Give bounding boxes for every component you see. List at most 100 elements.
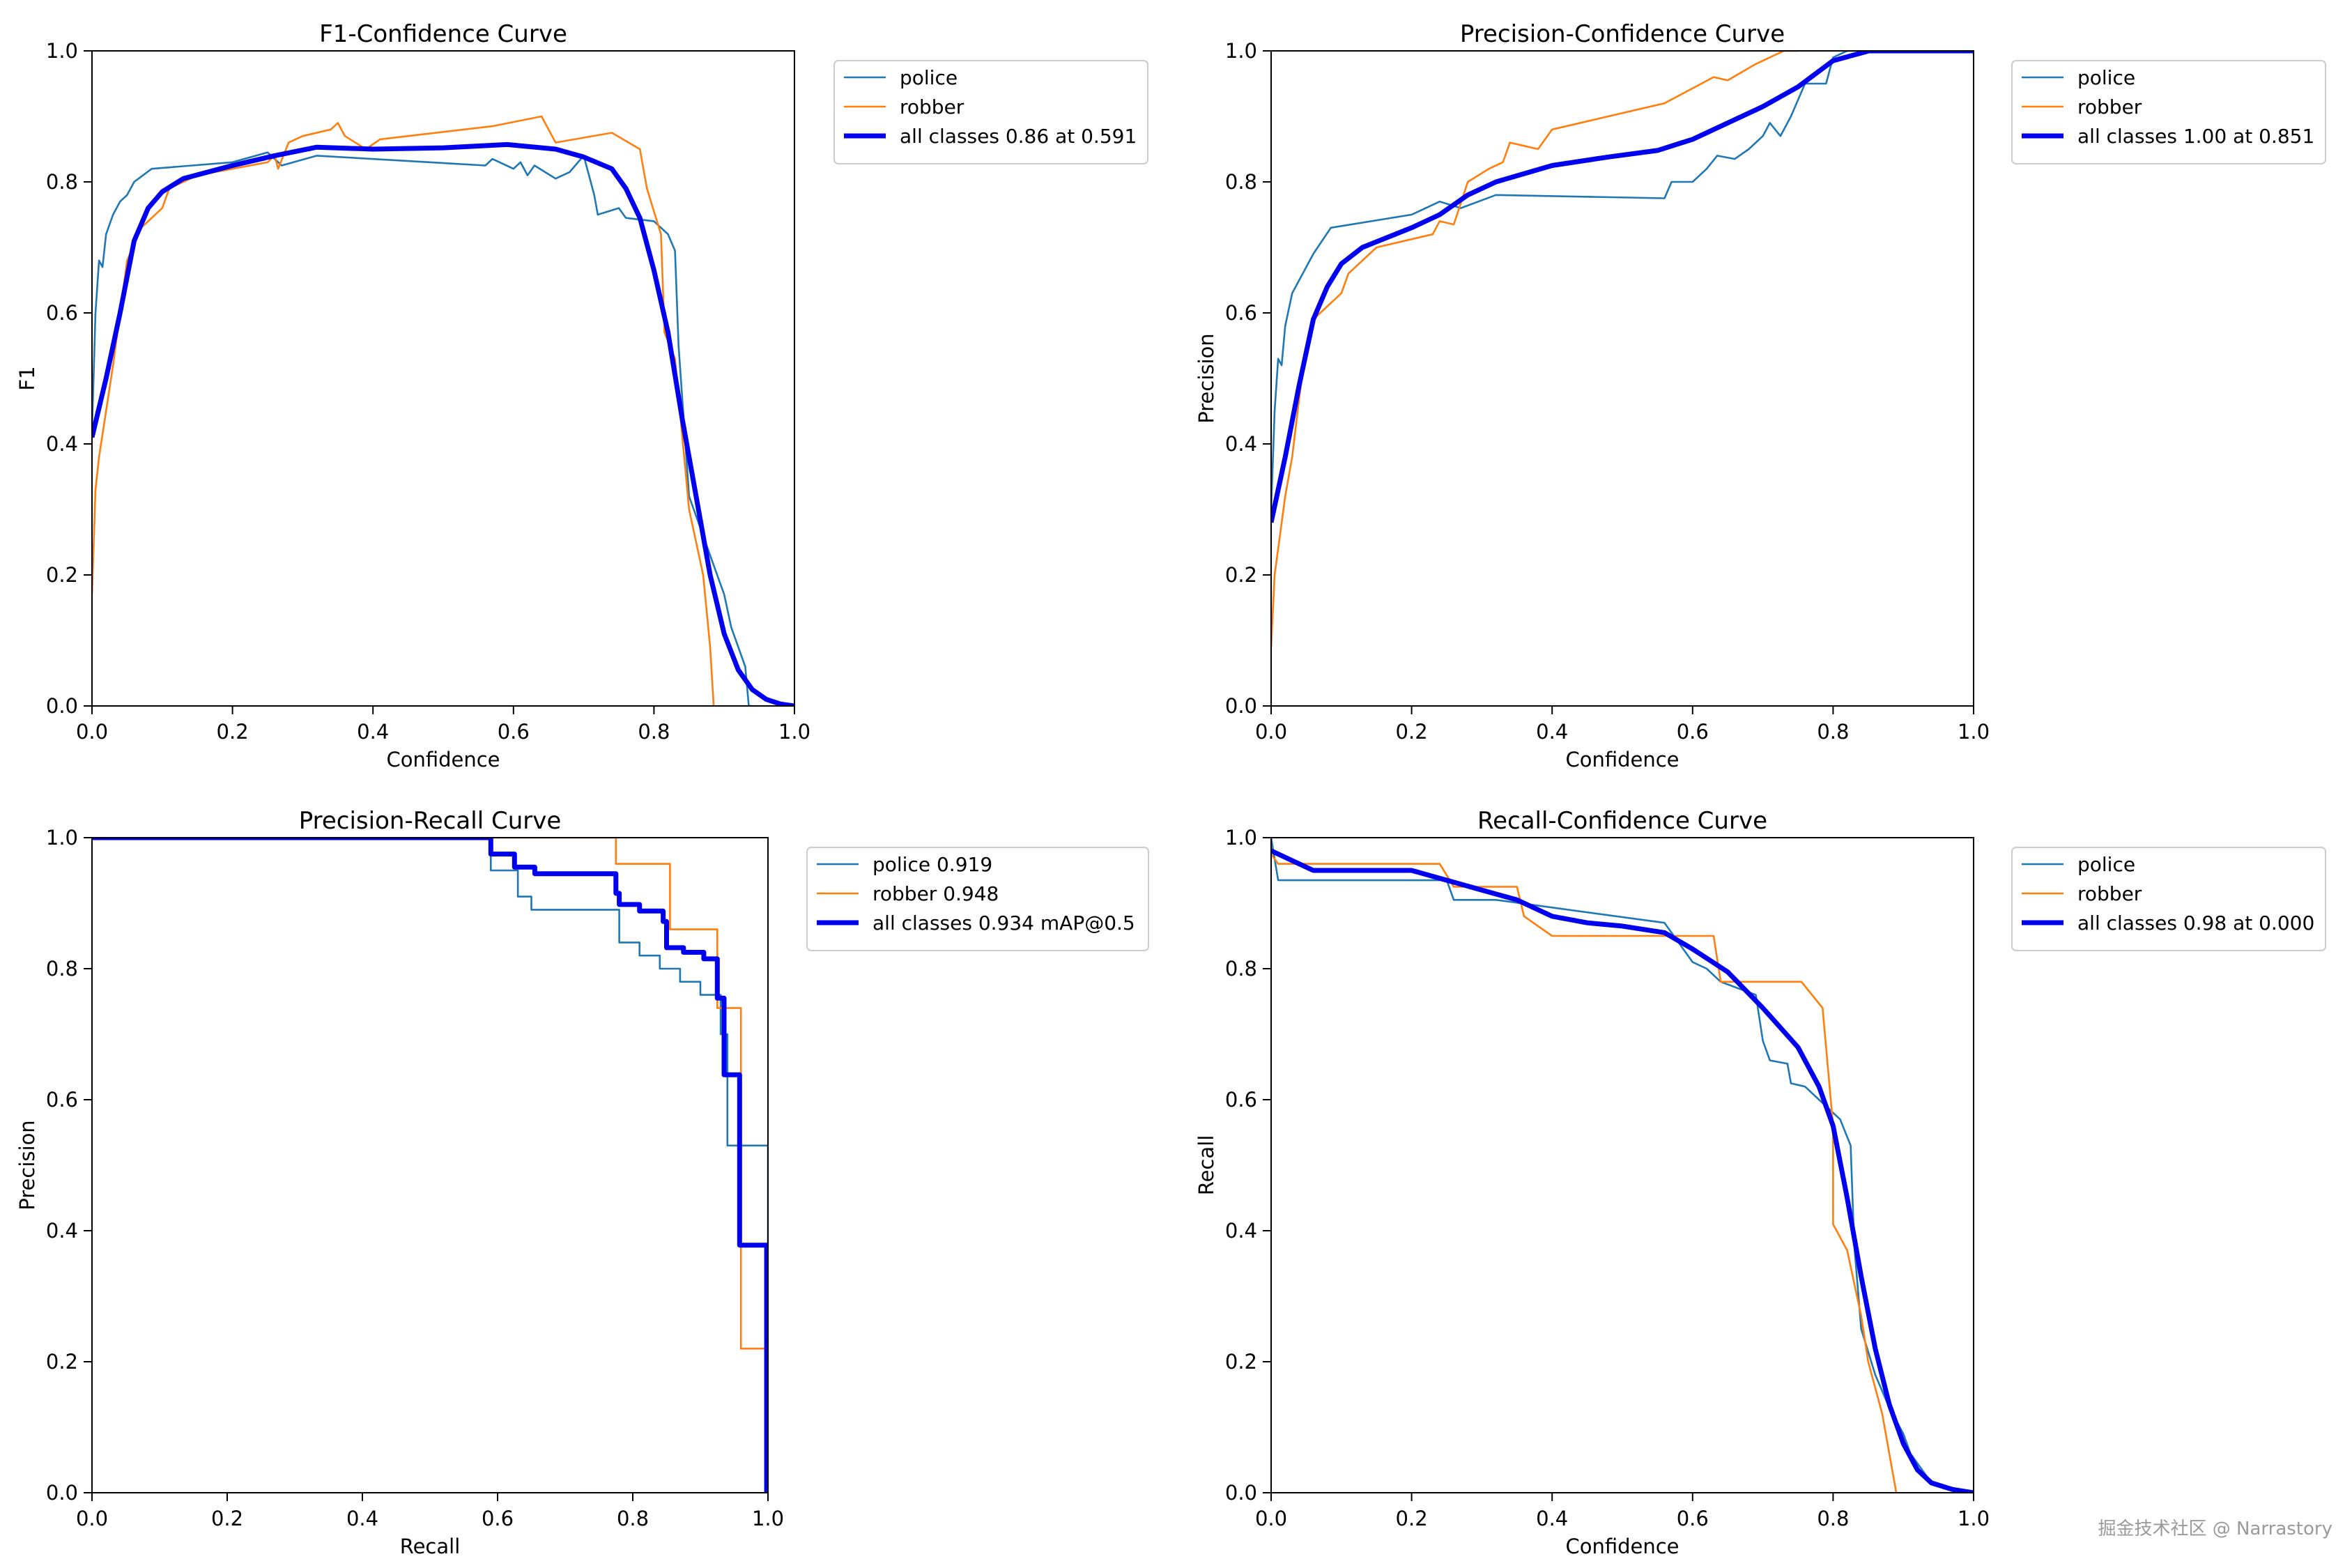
x-tick-label: 0.2 <box>211 1507 243 1530</box>
y-tick-label: 0.2 <box>1225 1350 1257 1374</box>
x-tick-label: 0.0 <box>76 1507 108 1530</box>
legend-label-robber: robber 0.948 <box>873 882 999 905</box>
x-tick-label: 0.6 <box>498 720 530 744</box>
legend-box <box>2011 60 2326 164</box>
plot-frame <box>91 837 769 1493</box>
series-line-all <box>92 838 768 1493</box>
x-tick-label: 0.0 <box>76 720 108 744</box>
series-line-all <box>1271 51 1974 523</box>
y-tick-label: 0.0 <box>1225 1481 1257 1505</box>
y-tick-label: 0.0 <box>1225 694 1257 718</box>
x-tick-label: 0.4 <box>1536 720 1568 744</box>
x-tick-label: 0.4 <box>346 1507 378 1530</box>
x-tick-label: 0.8 <box>1817 720 1849 744</box>
y-tick-label: 0.8 <box>46 957 78 981</box>
y-tick-label: 0.2 <box>1225 563 1257 587</box>
legend-label-police: police <box>900 66 958 89</box>
x-tick-label: 0.0 <box>1255 720 1287 744</box>
legend-box <box>2011 847 2326 951</box>
x-tick-label: 0.2 <box>217 720 249 744</box>
legend-label-robber: robber <box>900 95 964 118</box>
legend: police robber all classes 0.86 at 0.591 <box>833 60 1148 164</box>
chart-panel-1: 0.0 0.2 0.4 0.6 0.8 1.0 0.0 0.2 0.4 0.6 0.8 1.0 F1-C… <box>15 20 1148 771</box>
legend: police 0.919 robber 0.948 all classes 0.93… <box>806 847 1149 951</box>
series-line-robber <box>92 115 715 706</box>
y-tick-label: 1.0 <box>1225 39 1257 63</box>
series-line-all <box>92 141 794 706</box>
x-tick-label: 0.8 <box>638 720 670 744</box>
x-tick-label: 1.0 <box>1958 1507 1990 1530</box>
legend: police robber all classes 0.98 at 0.000 <box>2011 847 2326 951</box>
x-tick-label: 0.8 <box>1817 1507 1849 1530</box>
legend-label-police: police <box>2077 853 2135 876</box>
plot-frame <box>1270 50 1974 707</box>
y-tick-label: 0.0 <box>46 1481 78 1505</box>
x-tick-label: 0.2 <box>1396 1507 1428 1530</box>
y-tick-label: 0.8 <box>1225 957 1257 981</box>
x-tick-label: 0.4 <box>357 720 389 744</box>
y-tick-label: 0.6 <box>1225 301 1257 325</box>
legend-label-all: all classes 0.98 at 0.000 <box>2077 912 2314 935</box>
y-tick-label: 0.4 <box>46 1219 78 1243</box>
x-tick-label: 0.4 <box>1536 1507 1568 1530</box>
chart-title: F1-Confidence Curve <box>319 20 567 48</box>
watermark: 掘金技术社区 @ Narrastory <box>2098 1519 2333 1539</box>
series-line-robber <box>92 838 768 1493</box>
legend-label-robber: robber <box>2077 882 2142 905</box>
legend-box <box>833 60 1148 164</box>
chart-title: Precision-Recall Curve <box>299 807 562 835</box>
y-tick-label: 1.0 <box>46 826 78 850</box>
y-tick-label: 0.4 <box>46 432 78 456</box>
y-axis-label: Precision <box>1194 333 1218 423</box>
x-tick-label: 0.0 <box>1255 1507 1287 1530</box>
x-tick-label: 0.6 <box>1677 720 1709 744</box>
y-tick-label: 0.8 <box>46 170 78 194</box>
series-line-police <box>1271 51 1974 510</box>
y-tick-label: 0.4 <box>1225 1219 1257 1243</box>
series-line-all <box>1271 848 1974 1493</box>
y-tick-label: 0.0 <box>46 694 78 718</box>
y-tick-label: 0.6 <box>46 1088 78 1112</box>
chart-title: Recall-Confidence Curve <box>1477 807 1767 835</box>
legend-label-all: all classes 1.00 at 0.851 <box>2077 125 2314 148</box>
y-axis-label: Recall <box>1194 1135 1218 1196</box>
legend-label-all: all classes 0.934 mAP@0.5 <box>873 912 1135 935</box>
y-tick-label: 0.4 <box>1225 432 1257 456</box>
series-line-police <box>92 151 753 706</box>
series-line-robber <box>1271 853 1898 1493</box>
legend-label-robber: robber <box>2077 95 2142 118</box>
x-tick-label: 0.6 <box>1677 1507 1709 1530</box>
legend-box <box>806 847 1149 951</box>
y-tick-label: 0.2 <box>46 1350 78 1374</box>
legend-label-all: all classes 0.86 at 0.591 <box>900 125 1137 148</box>
chart-panel-4: 0.0 0.2 0.4 0.6 0.8 1.0 0.0 0.2 0.4 0.6 0.8 1.0 Reca… <box>1194 807 2326 1558</box>
chart-panel-2: 0.0 0.2 0.4 0.6 0.8 1.0 0.0 0.2 0.4 0.6 0.8 1.0 Prec… <box>1194 20 2326 771</box>
y-tick-label: 0.8 <box>1225 170 1257 194</box>
plot-frame <box>1270 837 1974 1493</box>
x-tick-label: 1.0 <box>752 1507 784 1530</box>
x-axis-label: Confidence <box>1565 1535 1679 1558</box>
y-tick-label: 0.2 <box>46 563 78 587</box>
x-tick-label: 0.6 <box>482 1507 514 1530</box>
y-tick-label: 1.0 <box>46 39 78 63</box>
legend: police robber all classes 1.00 at 0.851 <box>2011 60 2326 164</box>
series-line-robber <box>1271 51 1798 647</box>
y-tick-label: 0.6 <box>46 301 78 325</box>
y-axis-label: Precision <box>15 1120 39 1210</box>
chart-title: Precision-Confidence Curve <box>1460 20 1785 48</box>
y-tick-label: 0.6 <box>1225 1088 1257 1112</box>
x-tick-label: 0.8 <box>617 1507 649 1530</box>
x-tick-label: 1.0 <box>1958 720 1990 744</box>
y-tick-label: 1.0 <box>1225 826 1257 850</box>
chart-panel-3: 0.0 0.2 0.4 0.6 0.8 1.0 0.0 0.2 0.4 0.6 0.8 1.0 Prec… <box>15 807 1149 1558</box>
x-tick-label: 0.2 <box>1396 720 1428 744</box>
legend-label-police: police 0.919 <box>873 853 992 876</box>
plot-frame <box>91 50 795 707</box>
x-axis-label: Confidence <box>386 748 500 771</box>
x-axis-label: Confidence <box>1565 748 1679 771</box>
legend-label-police: police <box>2077 66 2135 89</box>
x-tick-label: 1.0 <box>778 720 810 744</box>
x-axis-label: Recall <box>400 1535 461 1558</box>
y-axis-label: F1 <box>15 366 39 390</box>
